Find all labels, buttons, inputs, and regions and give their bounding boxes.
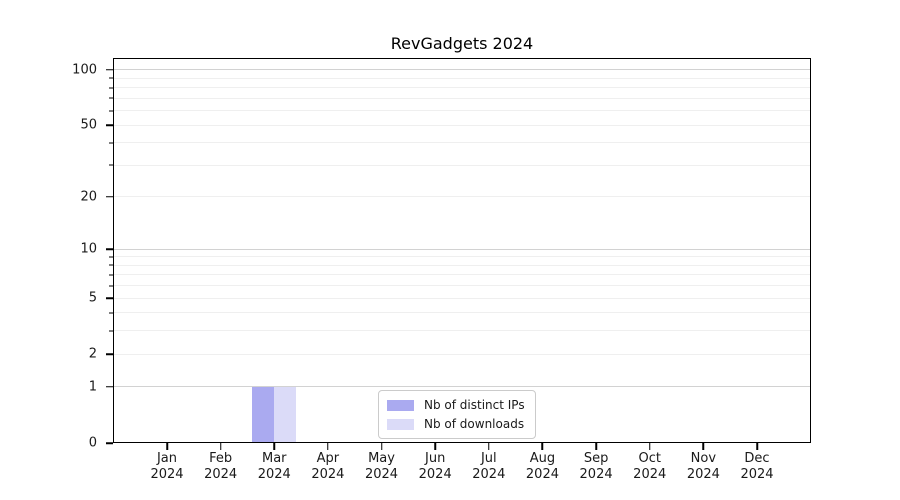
x-tick-label-oct: Oct 2024 [633,451,667,482]
x-tick-label-sep: Sep 2024 [579,451,613,482]
minor-gridline [113,297,811,299]
x-tick-mark [702,443,705,450]
minor-gridline [113,353,811,355]
y-tick-label: 10 [80,241,97,257]
y-tick-label: 2 [88,346,97,362]
x-tick-label-jul: Jul 2024 [472,451,506,482]
minor-gridline [113,77,811,79]
legend-item-distinct-ips: Nb of distinct IPs [387,398,525,412]
y-tick-label: 5 [88,290,97,306]
y-minor-tick-mark [109,330,113,332]
minor-gridline [113,264,811,266]
bar-nb-of-downloads-mar [274,386,297,443]
y-tick-mark [106,124,113,126]
y-minor-tick-mark [109,312,113,314]
minor-gridline [113,312,811,314]
y-tick-mark [106,196,113,198]
x-tick-mark [541,443,544,450]
y-tick-label: 100 [72,62,97,78]
y-minor-tick-mark [109,110,113,112]
legend-label-distinct-ips: Nb of distinct IPs [424,398,525,412]
x-tick-label-mar: Mar 2024 [257,451,291,482]
major-gridline [113,69,811,71]
minor-gridline [113,274,811,276]
minor-gridline [113,330,811,332]
x-tick-mark [380,443,383,450]
major-gridline [113,248,811,250]
chart-title: RevGadgets 2024 [390,34,534,53]
plot-frame [113,58,811,443]
y-minor-tick-mark [109,164,113,166]
plot-area [113,58,811,443]
x-tick-label-nov: Nov 2024 [686,451,720,482]
y-tick-mark [106,248,113,250]
minor-gridline [113,196,811,198]
y-minor-tick-mark [109,274,113,276]
x-tick-mark [434,443,436,450]
x-tick-label-jun: Jun 2024 [418,451,452,482]
x-tick-mark [166,443,168,450]
legend-item-downloads: Nb of downloads [387,417,525,431]
y-minor-tick-mark [109,77,113,79]
y-tick-label: 20 [80,189,97,205]
y-minor-tick-mark [109,264,113,266]
minor-gridline [113,142,811,144]
y-minor-tick-mark [109,87,113,89]
minor-gridline [113,285,811,287]
minor-gridline [113,97,811,99]
y-minor-tick-mark [109,256,113,258]
x-tick-label-feb: Feb 2024 [204,451,238,482]
y-minor-tick-mark [109,285,113,287]
y-tick-mark [106,297,113,299]
y-tick-mark [106,69,113,71]
y-minor-tick-mark [109,97,113,99]
y-tick-mark [106,442,113,444]
x-tick-label-dec: Dec 2024 [740,451,774,482]
y-tick-mark [106,353,113,355]
legend: Nb of distinct IPs Nb of downloads [378,390,536,439]
y-tick-label: 0 [88,435,97,451]
x-tick-mark [648,443,651,450]
minor-gridline [113,110,811,112]
legend-label-downloads: Nb of downloads [424,417,525,431]
x-tick-mark [219,443,222,450]
x-tick-mark [756,443,758,450]
minor-gridline [113,256,811,258]
y-axis: 0 1 2 5 10 20 50 100 [0,58,113,451]
y-tick-label: 1 [88,379,97,395]
y-tick-label: 50 [80,117,97,133]
x-axis: Jan 2024 Feb 2024 Mar 2024 Apr 2024 May 2024 Jun 20… [113,443,811,500]
minor-gridline [113,164,811,166]
x-tick-mark [488,443,490,450]
minor-gridline [113,87,811,89]
x-tick-label-may: May 2024 [364,451,399,482]
bar-nb-of-distinct-ips-mar [252,386,275,443]
minor-gridline [113,124,811,126]
legend-swatch-distinct-ips [387,399,414,411]
y-tick-mark [106,386,113,388]
legend-swatch-downloads [387,418,414,430]
y-minor-tick-mark [109,142,113,144]
x-tick-mark [273,443,276,450]
x-tick-label-aug: Aug 2024 [525,451,559,482]
x-tick-mark [327,443,329,450]
x-tick-label-apr: Apr 2024 [311,451,345,482]
major-gridline [113,386,811,388]
x-tick-mark [595,443,597,450]
x-tick-label-jan: Jan 2024 [150,451,184,482]
